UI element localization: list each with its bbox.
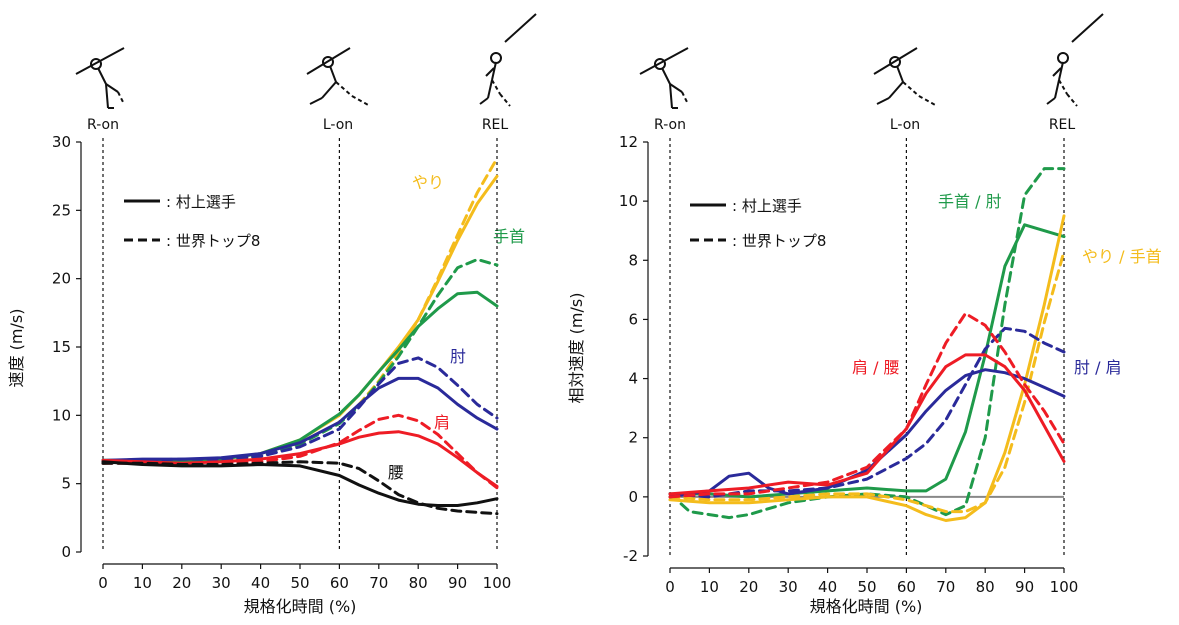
pose-l-on-icon <box>306 47 371 107</box>
y-tick-label: 10 <box>619 192 638 210</box>
y-tick-label: 30 <box>52 133 71 151</box>
x-tick-label: 80 <box>976 578 995 596</box>
legend-solid-label: : 村上選手 <box>732 197 802 215</box>
series-line-0-solid <box>668 223 1066 499</box>
y-tick-label: 10 <box>52 406 71 424</box>
series-label-shoulder-hip: 肩 / 腰 <box>852 358 900 377</box>
series-line-6-solid <box>668 353 1066 496</box>
x-tick-label: 40 <box>251 574 270 592</box>
y-tick-label: -2 <box>623 547 638 565</box>
plot-area-right: -2 0 2 4 6 8 10 12 0 10 20 30 40 50 60 70 80 90 100 <box>619 133 1078 596</box>
legend-left: : 村上選手 : 世界トップ8 <box>124 193 260 250</box>
y-tick-label: 20 <box>52 270 71 288</box>
x-tick-label: 10 <box>700 578 719 596</box>
chart-right: R-on L-on REL : 村上選手 : 世界トップ8 相対速度 (m/s)… <box>567 13 1162 616</box>
series-label-shoulder: 肩 <box>434 413 450 432</box>
series-label-elbow: 肘 <box>450 347 466 366</box>
x-tick-label: 60 <box>897 578 916 596</box>
pose-r-on-icon <box>75 47 125 109</box>
y-axis-title: 相対速度 (m/s) <box>567 293 586 404</box>
y-tick-label: 0 <box>628 488 638 506</box>
x-tick-label: 80 <box>409 574 428 592</box>
x-tick-label: 10 <box>133 574 152 592</box>
phase-label-rel: REL <box>1049 117 1076 133</box>
y-tick-label: 25 <box>52 201 71 219</box>
y-axis-title: 速度 (m/s) <box>7 309 26 388</box>
phase-label-r-on: R-on <box>654 117 686 133</box>
x-tick-label: 70 <box>369 574 388 592</box>
pose-rel-icon <box>1046 13 1104 107</box>
x-tick-label: 20 <box>739 578 758 596</box>
x-tick-label: 30 <box>212 574 231 592</box>
series-line-1-dashed <box>668 167 1066 520</box>
x-tick-label: 90 <box>1015 578 1034 596</box>
series-label-wrist-elbow: 手首 / 肘 <box>938 192 1002 211</box>
series-label-wrist: 手首 <box>493 227 525 246</box>
x-tick-label: 40 <box>818 578 837 596</box>
x-tick-label: 30 <box>779 578 798 596</box>
x-tick-label: 100 <box>483 574 512 592</box>
y-tick-label: 0 <box>61 543 71 561</box>
series-label-hip: 腰 <box>388 463 404 482</box>
series-label-elbow-shoulder: 肘 / 肩 <box>1074 358 1122 377</box>
x-axis-title: 規格化時間 (%) <box>244 597 357 616</box>
y-tick-label: 15 <box>52 338 71 356</box>
y-tick-label: 6 <box>628 310 638 328</box>
pose-rel-icon <box>479 13 537 107</box>
x-tick-label: 0 <box>665 578 675 596</box>
x-tick-label: 60 <box>330 574 349 592</box>
phase-label-rel: REL <box>482 117 509 133</box>
series-line-9-dashed <box>101 460 499 516</box>
series-line-3-dashed <box>668 249 1066 514</box>
x-axis-title: 規格化時間 (%) <box>810 597 923 616</box>
series-label-javelin: やり <box>412 173 444 192</box>
y-tick-label: 4 <box>628 370 638 388</box>
y-tick-label: 12 <box>619 133 638 151</box>
legend-right: : 村上選手 : 世界トップ8 <box>690 197 826 250</box>
series-line-2-solid <box>668 214 1066 522</box>
phase-label-l-on: L-on <box>890 117 920 133</box>
series-line-3-dashed <box>101 258 499 465</box>
phase-label-r-on: R-on <box>87 117 119 133</box>
series-line-7-dashed <box>668 312 1066 499</box>
x-tick-label: 70 <box>936 578 955 596</box>
y-tick-label: 8 <box>628 251 638 269</box>
legend-solid-label: : 村上選手 <box>166 193 236 211</box>
legend-dashed-label: : 世界トップ8 <box>166 232 260 250</box>
x-tick-label: 90 <box>448 574 467 592</box>
pose-r-on-icon <box>639 47 689 109</box>
plot-area-left: 0 5 10 15 20 25 30 0 10 20 30 40 50 60 70 80 90 100 <box>52 133 511 592</box>
x-tick-label: 100 <box>1050 578 1079 596</box>
y-tick-label: 5 <box>61 475 71 493</box>
series-label-javelin-wrist: やり / 手首 <box>1082 247 1162 266</box>
x-tick-label: 50 <box>290 574 309 592</box>
x-tick-label: 50 <box>857 578 876 596</box>
y-tick-label: 2 <box>628 429 638 447</box>
x-tick-label: 0 <box>98 574 108 592</box>
legend-dashed-label: : 世界トップ8 <box>732 232 826 250</box>
x-tick-label: 20 <box>172 574 191 592</box>
pose-l-on-icon <box>873 47 938 107</box>
chart-left: R-on L-on REL : 村上選手 : 世界トップ8 速度 (m/s) 規… <box>7 13 537 616</box>
series-line-5-dashed <box>101 356 499 465</box>
phase-label-l-on: L-on <box>323 117 353 133</box>
series-line-8-solid <box>101 460 499 507</box>
